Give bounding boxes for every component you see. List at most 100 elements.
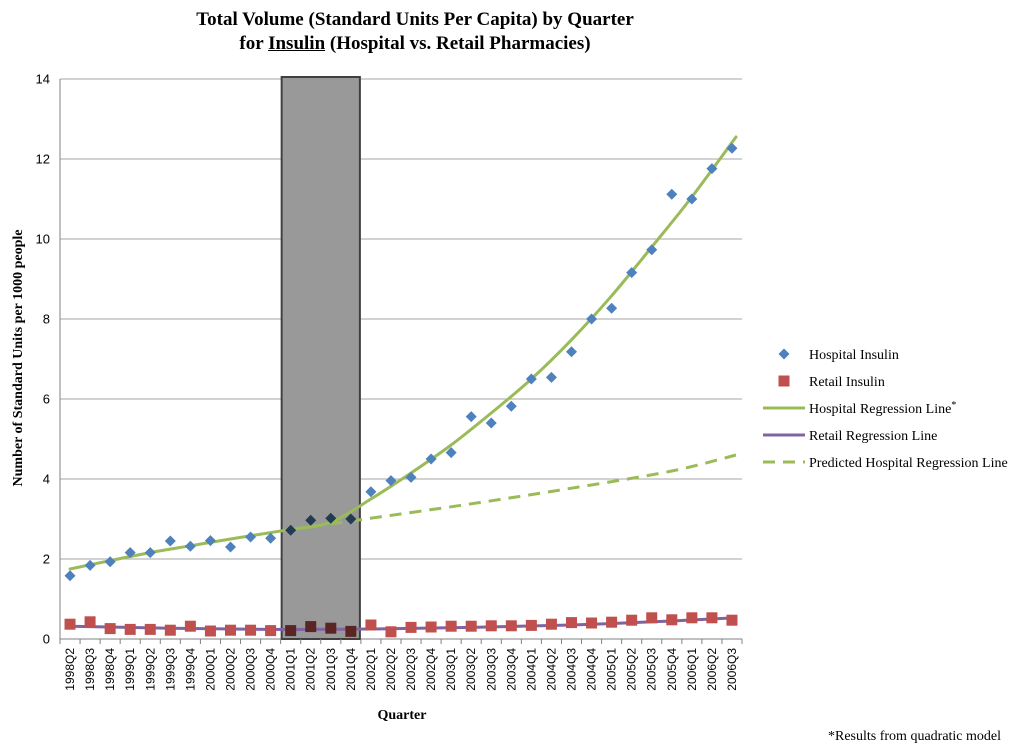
retail-insulin-point xyxy=(666,614,678,626)
x-tick-label: 2006Q2 xyxy=(705,648,719,691)
hospital-insulin-point xyxy=(265,532,277,544)
retail-insulin-point xyxy=(726,614,738,626)
legend-label: Retail Insulin xyxy=(809,375,885,390)
retail-insulin-point xyxy=(365,619,377,631)
x-tick-label: 2003Q1 xyxy=(444,648,458,691)
x-tick-label: 2002Q1 xyxy=(364,648,378,691)
y-tick-label: 12 xyxy=(36,152,50,167)
chart-title-line-2: for Insulin (Hospital vs. Retail Pharmac… xyxy=(0,33,830,55)
retail-insulin-point xyxy=(626,614,638,626)
retail-insulin-point xyxy=(405,621,417,633)
hospital-insulin-point xyxy=(606,302,618,314)
hospital-insulin-point xyxy=(545,371,557,383)
hospital-insulin-point xyxy=(385,475,397,487)
retail-insulin-point xyxy=(586,617,598,629)
y-tick-label: 4 xyxy=(43,472,50,487)
hospital-insulin-point xyxy=(164,535,176,547)
retail-insulin-point xyxy=(164,624,176,636)
hospital-insulin-point xyxy=(84,559,96,571)
legend-item-hospital-regression-line: Hospital Regression Line* xyxy=(763,400,956,418)
hospital-insulin-point xyxy=(184,540,196,552)
x-tick-label: 2003Q2 xyxy=(464,648,478,691)
gridlines xyxy=(59,78,742,640)
hospital-insulin-point xyxy=(566,346,577,358)
y-tick-label: 10 xyxy=(36,232,50,247)
hospital-insulin-point xyxy=(706,163,718,175)
x-tick-label: 1999Q2 xyxy=(143,648,157,691)
legend-label: Retail Regression Line xyxy=(809,429,937,444)
y-tick-label: 6 xyxy=(43,392,50,407)
x-tick-label: 2006Q3 xyxy=(725,648,739,691)
x-tick-label: 1999Q1 xyxy=(123,648,137,691)
legend-item-predicted-hospital-regression-line: Predicted Hospital Regression Line xyxy=(763,456,1008,471)
legend: Hospital Insulin Retail Insulin Hospital R… xyxy=(763,348,1008,471)
legend-label: Hospital Regression Line* xyxy=(809,400,956,418)
retail-insulin-point xyxy=(545,618,557,630)
x-tick-label: 1999Q3 xyxy=(163,648,177,691)
y-axis-ticks: 0 2 4 6 8 10 12 14 xyxy=(36,72,50,647)
retail-insulin-point xyxy=(646,612,658,624)
hospital-insulin-point xyxy=(204,535,216,547)
footnote: *Results from quadratic model xyxy=(828,729,1002,744)
retail-insulin-point xyxy=(265,625,277,637)
hospital-insulin-point xyxy=(345,513,357,525)
retail-insulin-point xyxy=(345,625,357,637)
x-tick-label: 1999Q4 xyxy=(183,648,197,691)
hospital-insulin-point xyxy=(144,547,156,559)
legend-item-retail-insulin: Retail Insulin xyxy=(778,375,885,390)
predicted-hospital-regression-line xyxy=(290,453,737,531)
x-axis-label: Quarter xyxy=(378,708,427,723)
hospital-insulin-point xyxy=(64,570,76,582)
hospital-insulin-point xyxy=(285,524,297,536)
hospital-insulin-point xyxy=(505,400,517,412)
hospital-insulin-point xyxy=(305,514,317,526)
hospital-insulin-point xyxy=(124,547,136,559)
title-prefix: for xyxy=(239,33,269,54)
x-tick-label: 2002Q4 xyxy=(424,648,438,691)
retail-insulin-point xyxy=(64,618,76,630)
x-tick-label: 2002Q3 xyxy=(404,648,418,691)
hospital-insulin-point xyxy=(225,541,236,553)
legend-item-retail-regression-line: Retail Regression Line xyxy=(763,429,937,444)
retail-insulin-point xyxy=(425,621,437,633)
x-tick-label: 1998Q3 xyxy=(83,648,97,691)
x-tick-label: 2000Q3 xyxy=(244,648,258,691)
x-tick-label: 1998Q2 xyxy=(63,648,77,691)
x-tick-label: 2006Q1 xyxy=(685,648,699,691)
y-axis-label: Number of Standard Units per 1000 people xyxy=(11,230,26,487)
retail-insulin-point xyxy=(245,624,257,636)
hospital-insulin-point xyxy=(465,411,477,423)
x-tick-label: 2001Q3 xyxy=(324,648,338,691)
hospital-insulin-point xyxy=(405,471,417,483)
legend-label: Predicted Hospital Regression Line xyxy=(809,456,1008,471)
retail-insulin-point xyxy=(225,624,236,636)
retail-insulin-point xyxy=(465,620,477,632)
x-tick-label: 2005Q4 xyxy=(665,648,679,691)
title-suffix: (Hospital vs. Retail Pharmacies) xyxy=(325,33,591,54)
retail-insulin-point xyxy=(385,626,397,638)
y-tick-label: 8 xyxy=(43,312,50,327)
chart-title-line-1: Total Volume (Standard Units Per Capita)… xyxy=(196,9,634,30)
x-tick-label: 2003Q4 xyxy=(504,648,518,691)
legend-marker xyxy=(778,348,790,360)
hospital-insulin-point xyxy=(646,244,658,256)
retail-insulin-point xyxy=(84,616,96,628)
y-tick-label: 0 xyxy=(43,632,50,647)
hospital-insulin-point xyxy=(726,142,738,154)
hospital-insulin-point xyxy=(425,453,437,465)
shaded-region xyxy=(280,76,361,640)
retail-insulin-point xyxy=(144,623,156,635)
regression-lines xyxy=(68,135,738,631)
x-tick-label: 2000Q1 xyxy=(203,648,217,691)
data-points xyxy=(64,142,738,638)
retail-insulin-point xyxy=(445,620,457,632)
hospital-regression-line xyxy=(68,135,738,571)
y-tick-label: 2 xyxy=(43,552,50,567)
retail-insulin-point xyxy=(325,622,337,634)
legend-item-hospital-insulin: Hospital Insulin xyxy=(778,348,899,363)
x-tick-label: 2001Q2 xyxy=(304,648,318,691)
x-tick-label: 2000Q4 xyxy=(264,648,278,691)
x-tick-label: 2002Q2 xyxy=(384,648,398,691)
retail-insulin-point xyxy=(285,625,297,637)
